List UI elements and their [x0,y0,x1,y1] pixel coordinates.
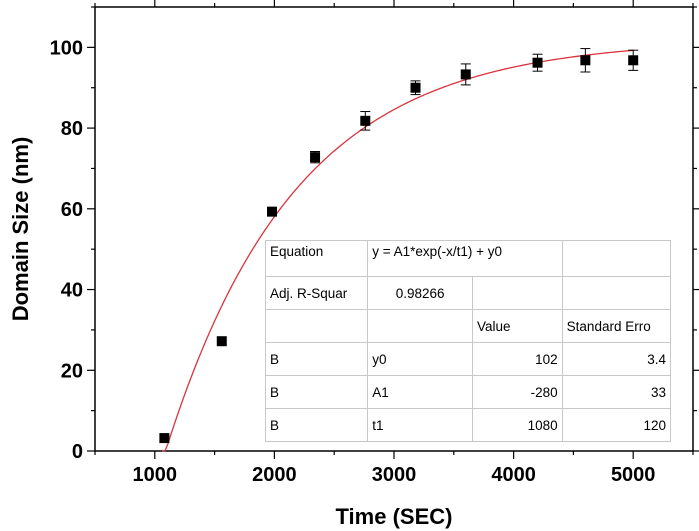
y-tick-label: 40 [61,280,83,302]
y-tick-label: 100 [50,37,83,59]
y-tick-label: 60 [61,199,83,221]
param-error: 33 [561,375,672,409]
empty-cell [561,240,672,277]
param-group: B [264,342,369,376]
table-row-param: B t1 1080 120 [264,408,672,442]
param-name: A1 [367,375,473,409]
x-tick-label: 2000 [252,464,297,486]
header-value: Value [471,309,563,343]
x-tick-label: 1000 [133,464,178,486]
adj-r-value: 0.98266 [367,276,473,310]
param-error: 3.4 [561,342,672,376]
fit-results-table: Equation y = A1*exp(-x/t1) + y0 Adj. R-S… [264,240,672,442]
empty-cell [367,309,473,343]
param-name: y0 [367,342,473,376]
x-tick-label: 5000 [611,464,656,486]
table-row-param: B y0 102 3.4 [264,342,672,376]
data-point [460,69,471,80]
data-point [360,115,371,126]
table-row-header: Value Standard Erro [264,309,672,343]
data-point [580,55,591,66]
param-value: 1080 [471,408,563,442]
param-value: -280 [471,375,563,409]
param-error: 120 [561,408,672,442]
param-group: B [264,375,369,409]
x-tick-label: 4000 [491,464,536,486]
data-point [628,55,639,66]
table-row-equation: Equation y = A1*exp(-x/t1) + y0 [264,240,672,277]
axis-ticks [87,0,699,459]
tick-labels: 1000 2000 3000 4000 5000 0 20 40 60 80 100 [50,37,656,486]
equation-text: y = A1*exp(-x/t1) + y0 [367,240,563,277]
table-row-adj-r: Adj. R-Squar 0.98266 [264,276,672,310]
fit-curve [161,49,634,452]
header-error: Standard Erro [561,309,672,343]
empty-cell [471,276,563,310]
data-point [310,152,321,163]
param-group: B [264,408,369,442]
fit-layer [161,49,634,452]
data-point [267,206,278,217]
y-axis-title: Domain Size (nm) [8,137,33,322]
points-layer [159,48,639,444]
x-tick-label: 3000 [372,464,417,486]
empty-cell [264,309,369,343]
y-tick-label: 20 [61,360,83,382]
data-point [159,433,170,444]
data-point [410,82,421,93]
param-name: t1 [367,408,473,442]
data-point [532,57,543,68]
param-value: 102 [471,342,563,376]
data-point [216,336,227,347]
empty-cell [561,276,672,310]
y-tick-label: 0 [72,441,83,463]
table-row-param: B A1 -280 33 [264,375,672,409]
adj-r-label: Adj. R-Squar [264,276,369,310]
equation-label: Equation [264,240,369,277]
y-tick-label: 80 [61,118,83,140]
x-axis-title: Time (SEC) [336,504,453,529]
